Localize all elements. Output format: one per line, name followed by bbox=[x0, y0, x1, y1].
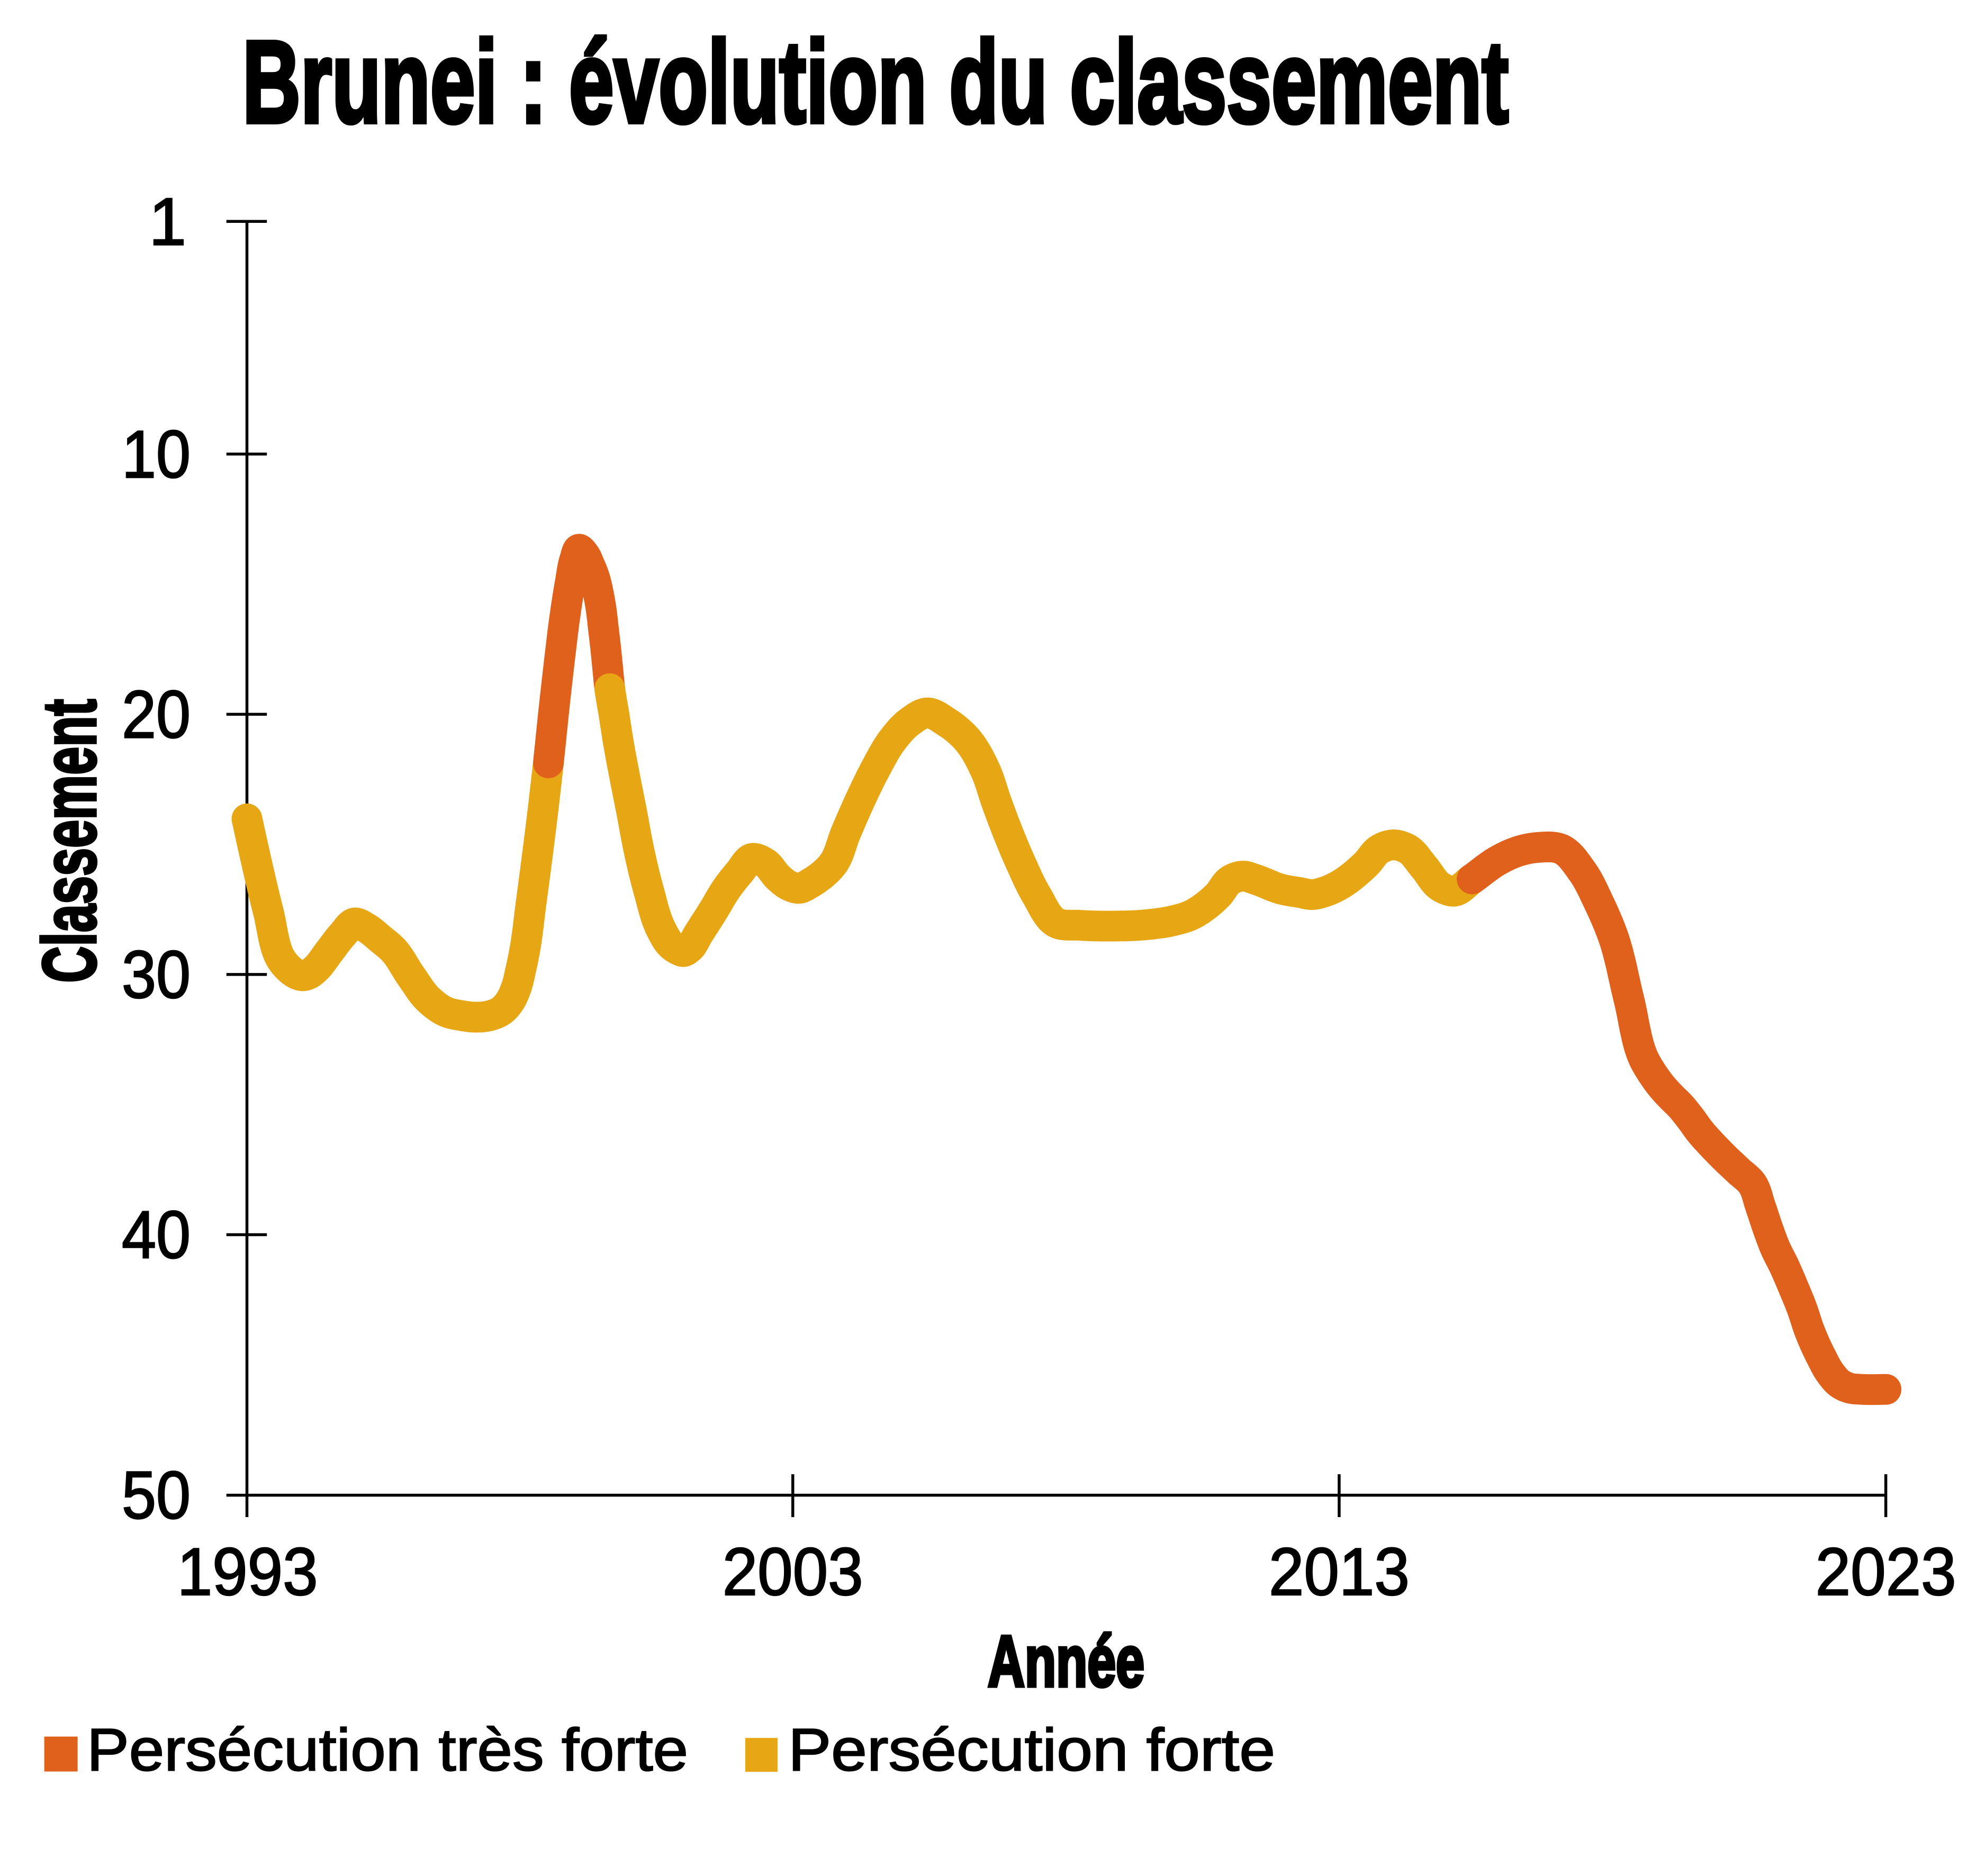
svg-text:Persécution très forte: Persécution très forte bbox=[87, 1716, 688, 1783]
svg-text:2023: 2023 bbox=[1816, 1534, 1956, 1609]
svg-text:2003: 2003 bbox=[723, 1534, 863, 1609]
svg-text:Classement: Classement bbox=[28, 699, 112, 983]
svg-text:Persécution forte: Persécution forte bbox=[788, 1716, 1275, 1783]
svg-text:10: 10 bbox=[122, 417, 191, 492]
svg-text:1993: 1993 bbox=[177, 1534, 318, 1609]
svg-text:Année: Année bbox=[988, 1621, 1144, 1702]
svg-text:40: 40 bbox=[122, 1197, 191, 1273]
svg-text:30: 30 bbox=[122, 937, 191, 1012]
svg-text:20: 20 bbox=[122, 677, 191, 752]
svg-text:Brunei : évolution du classeme: Brunei : évolution du classement bbox=[242, 16, 1509, 147]
svg-text:50: 50 bbox=[122, 1458, 191, 1533]
svg-text:1: 1 bbox=[149, 184, 186, 259]
svg-text:2013: 2013 bbox=[1269, 1534, 1410, 1609]
